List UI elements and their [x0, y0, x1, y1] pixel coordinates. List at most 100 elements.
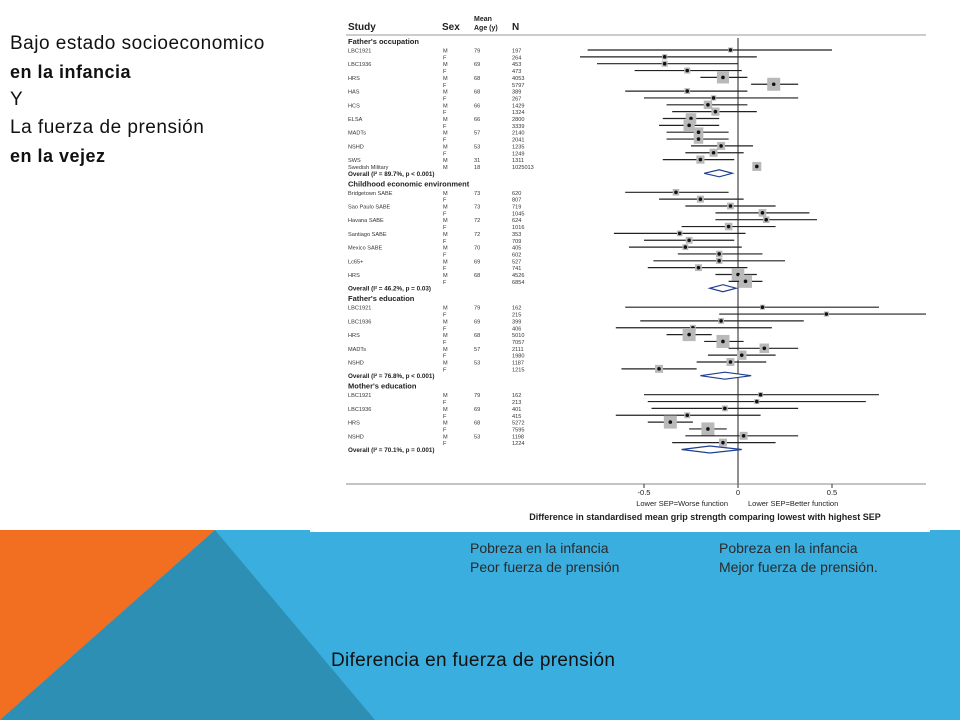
caption-worse-line-2: Peor fuerza de prensión	[470, 559, 620, 575]
sex-label: F	[443, 427, 447, 433]
study-label: LBC1936	[348, 407, 371, 413]
point-estimate	[739, 353, 744, 357]
x-tick-label: 0.5	[827, 488, 837, 497]
point-estimate	[758, 392, 763, 397]
sex-label: F	[443, 69, 447, 75]
point-estimate	[719, 319, 723, 323]
n-label: 5272	[512, 421, 524, 427]
study-label: Swedish Military	[348, 165, 389, 171]
overall-label: Overall (I² = 70.1%, p = 0.001)	[348, 447, 434, 454]
sex-label: M	[443, 246, 448, 252]
n-label: 6854	[512, 280, 524, 286]
age-label: 66	[474, 103, 480, 109]
overall-label: Overall (I² = 46.2%, p = 0.03)	[348, 286, 431, 293]
caption-worse: Pobreza en la infancia Peor fuerza de pr…	[470, 539, 619, 577]
point-estimate	[771, 82, 776, 87]
age-label: 66	[474, 117, 480, 123]
n-label: 415	[512, 414, 521, 420]
n-label: 3339	[512, 124, 524, 130]
study-label: HRS	[348, 421, 360, 427]
study-label: NSHD	[348, 144, 364, 150]
point-estimate	[764, 217, 768, 222]
age-label: 79	[474, 306, 480, 312]
point-estimate	[711, 96, 716, 100]
point-estimate	[760, 211, 765, 215]
direction-label-left: Lower SEP=Worse function	[636, 499, 728, 508]
age-label: 68	[474, 421, 480, 427]
sex-label: M	[443, 165, 448, 171]
point-estimate	[674, 190, 678, 195]
point-estimate	[687, 123, 691, 128]
n-label: 267	[512, 96, 521, 102]
group-header: Father's education	[348, 294, 415, 303]
study-label: HRS	[348, 333, 360, 339]
point-estimate	[741, 434, 746, 438]
sex-label: F	[443, 138, 447, 144]
sex-label: M	[443, 90, 448, 96]
study-label: HAS	[348, 90, 360, 96]
group-header: Mother's education	[348, 382, 417, 391]
sex-label: M	[443, 393, 448, 399]
group-header: Childhood economic environment	[348, 179, 470, 188]
n-label: 162	[512, 393, 521, 399]
study-label: Sao Paulo SABE	[348, 205, 391, 211]
n-label: 4526	[512, 273, 524, 279]
sex-label: M	[443, 232, 448, 238]
sex-label: M	[443, 361, 448, 367]
n-label: 1198	[512, 434, 524, 440]
study-label: Mexico SABE	[348, 246, 382, 252]
study-label: Lc65+	[348, 259, 363, 265]
sex-label: M	[443, 259, 448, 265]
sex-label: M	[443, 117, 448, 123]
point-estimate	[668, 420, 673, 424]
point-estimate	[657, 367, 661, 371]
point-estimate	[706, 427, 710, 431]
n-label: 1324	[512, 110, 524, 116]
sex-label: F	[443, 110, 447, 116]
x-tick-label: 0	[736, 488, 740, 497]
n-label: 353	[512, 232, 521, 238]
n-label: 1215	[512, 367, 524, 373]
n-label: 264	[512, 55, 521, 61]
point-estimate	[696, 137, 701, 141]
age-label: 68	[474, 273, 480, 279]
n-label: 741	[512, 266, 521, 272]
group-header: Father's occupation	[348, 37, 419, 46]
point-estimate	[696, 265, 701, 270]
point-estimate	[687, 332, 691, 337]
sex-label: M	[443, 407, 448, 413]
age-label: 69	[474, 259, 480, 265]
sex-label: F	[443, 367, 447, 373]
overall-diamond	[681, 445, 742, 454]
n-label: 4053	[512, 76, 524, 82]
column-header-sex: Sex	[442, 22, 460, 33]
n-label: 2111	[512, 347, 524, 353]
sex-label: M	[443, 103, 448, 109]
n-label: 162	[512, 306, 521, 312]
n-label: 624	[512, 218, 521, 224]
point-estimate	[721, 440, 725, 445]
point-estimate	[698, 157, 703, 162]
n-label: 807	[512, 198, 521, 204]
caption-worse-line-1: Pobreza en la infancia	[470, 540, 609, 556]
sex-label: M	[443, 273, 448, 279]
point-estimate	[760, 305, 765, 310]
age-label: 72	[474, 218, 480, 224]
caption-better-line-1: Pobreza en la infancia	[719, 540, 858, 556]
sex-label: M	[443, 205, 448, 211]
n-label: 5797	[512, 83, 524, 89]
point-estimate	[685, 68, 690, 73]
n-label: 620	[512, 191, 521, 197]
n-label: 1016	[512, 225, 524, 231]
sex-label: M	[443, 49, 448, 55]
point-estimate	[721, 75, 725, 80]
age-label: 79	[474, 393, 480, 399]
n-label: 401	[512, 407, 521, 413]
n-label: 1235	[512, 144, 524, 150]
sex-label: F	[443, 198, 447, 204]
column-header-study: Study	[348, 22, 376, 33]
study-label: LBC1936	[348, 62, 371, 68]
study-label: HCS	[348, 103, 360, 109]
point-estimate	[762, 346, 767, 351]
n-label: 453	[512, 62, 521, 68]
